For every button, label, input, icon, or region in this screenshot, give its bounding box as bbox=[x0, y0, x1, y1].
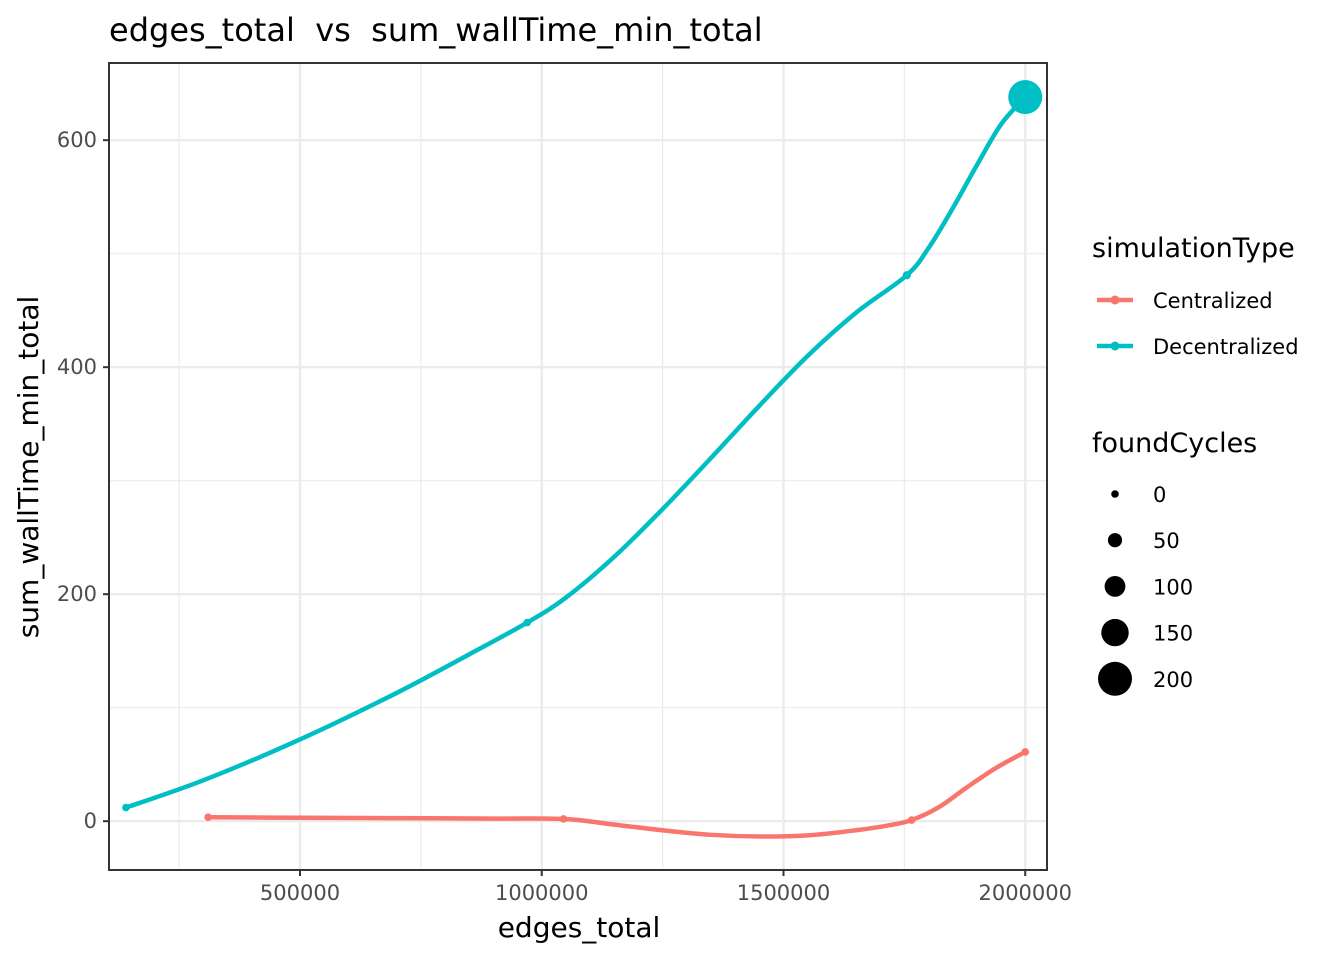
legend-title-found-cycles: foundCycles bbox=[1092, 428, 1257, 459]
x-tick-label: 500000 bbox=[260, 881, 340, 905]
x-tick-label: 2000000 bbox=[978, 881, 1072, 905]
legend-title-simulation-type: simulationType bbox=[1092, 233, 1295, 264]
y-tick-label: 0 bbox=[84, 809, 97, 833]
series-line-decentralized bbox=[125, 95, 1027, 810]
legend-size-key bbox=[1111, 490, 1119, 498]
legend-key-point bbox=[1110, 295, 1120, 305]
legend-label-centralized: Centralized bbox=[1153, 289, 1273, 313]
data-point-centralized bbox=[1021, 748, 1030, 756]
legend-size-key bbox=[1098, 661, 1132, 696]
series-points bbox=[122, 80, 1043, 824]
data-point-decentralized bbox=[902, 271, 911, 280]
x-tick-label: 1500000 bbox=[737, 881, 831, 905]
data-point-centralized bbox=[559, 815, 568, 823]
legend-size-label: 0 bbox=[1153, 483, 1166, 507]
legend-size-key bbox=[1101, 618, 1129, 647]
x-axis: 500000 1000000 1500000 2000000 bbox=[260, 870, 1072, 905]
data-point-centralized bbox=[204, 813, 212, 822]
data-point-decentralized bbox=[1008, 80, 1043, 115]
legend-size-label: 200 bbox=[1153, 668, 1193, 692]
legend-label-decentralized: Decentralized bbox=[1153, 335, 1299, 359]
data-point-decentralized bbox=[122, 803, 130, 812]
x-tick-label: 1000000 bbox=[495, 881, 589, 905]
legend-size-label: 50 bbox=[1153, 529, 1180, 553]
legend-size-key bbox=[1104, 576, 1126, 597]
y-tick-label: 400 bbox=[57, 355, 97, 379]
legend: simulationType CentralizedDecentralized … bbox=[1092, 233, 1299, 696]
y-tick-label: 600 bbox=[57, 128, 97, 152]
chart-title: edges_total vs sum_wallTime_min_total bbox=[109, 11, 763, 49]
legend-size-key bbox=[1107, 533, 1123, 548]
series-lines bbox=[125, 95, 1027, 839]
data-point-decentralized bbox=[523, 618, 532, 627]
y-axis: 0 200 400 600 bbox=[57, 128, 109, 833]
panel-border bbox=[108, 62, 1048, 871]
legend-size-label: 150 bbox=[1153, 622, 1193, 646]
legend-size-label: 100 bbox=[1153, 575, 1193, 599]
series-line-centralized bbox=[208, 749, 1027, 839]
gridlines bbox=[109, 63, 1047, 870]
y-axis-title: sum_wallTime_min_total bbox=[12, 296, 45, 639]
data-point-centralized bbox=[907, 816, 916, 824]
legend-key-point bbox=[1110, 341, 1120, 351]
y-tick-label: 200 bbox=[57, 582, 97, 606]
x-axis-title: edges_total bbox=[498, 911, 661, 944]
